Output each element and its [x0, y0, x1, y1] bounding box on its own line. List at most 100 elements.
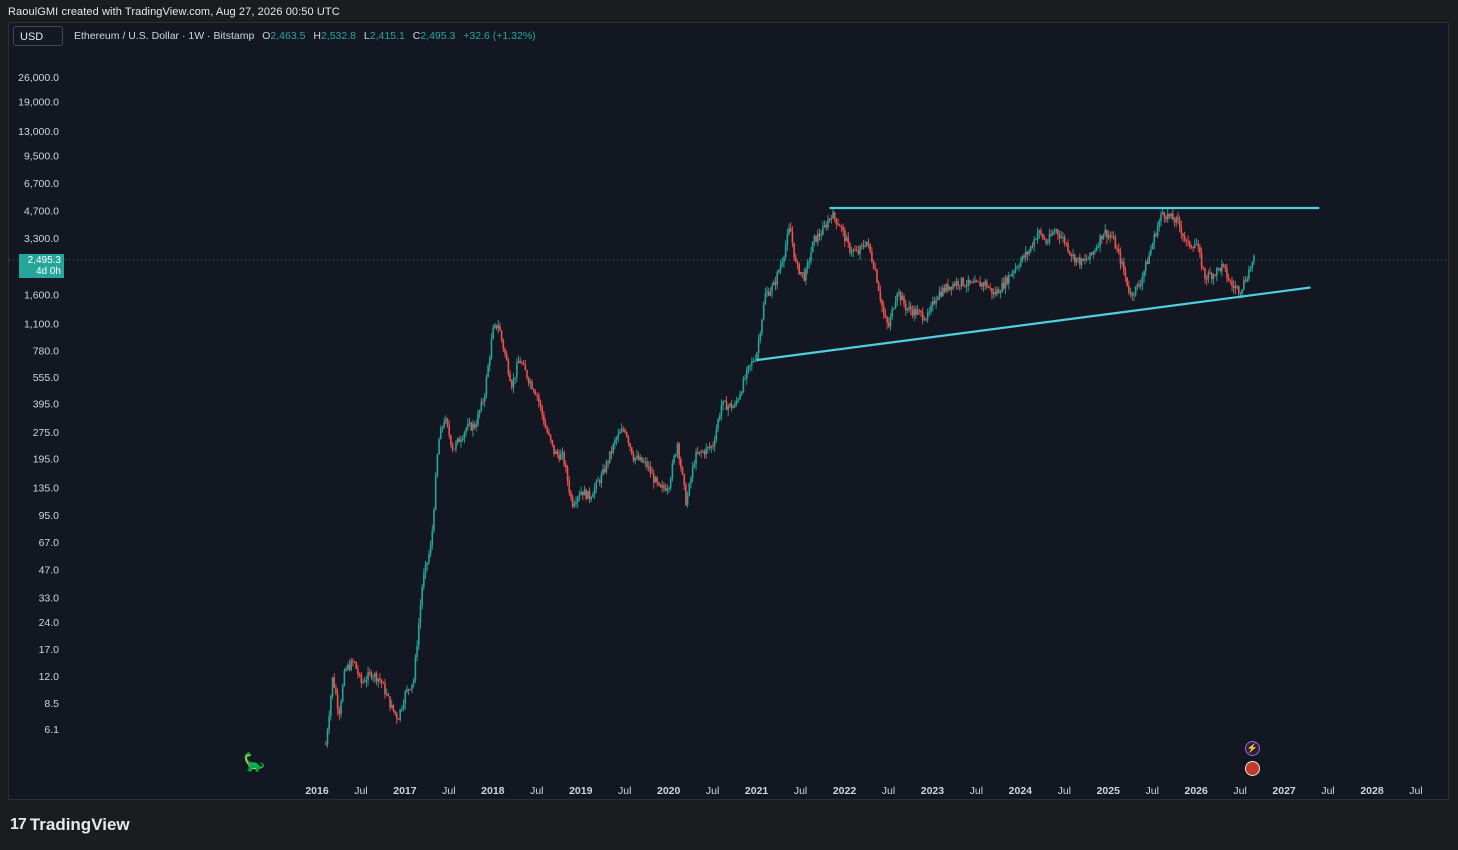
candle-body-up	[666, 488, 669, 491]
candle-body-up	[967, 279, 970, 286]
candle-body-up	[465, 428, 467, 433]
candle-body-up	[960, 277, 963, 286]
price-axis[interactable]: 26,000.0 19,000.0 13,000.0 9,500.0 6,700.0 4,…	[18, 72, 59, 736]
candle-body-down	[887, 322, 890, 327]
time-axis[interactable]: 2016 Jul 2017 Jul 2018 Jul 2019 Jul 2020 Jul 2021 J…	[305, 785, 1422, 797]
candle-body-up	[891, 309, 893, 317]
dino-mascot-icon[interactable]: 🦕	[243, 752, 266, 772]
candle-body-up	[488, 357, 491, 366]
candle-body-up	[1019, 260, 1022, 267]
candle-body-down	[324, 744, 327, 746]
price-tick-label: 24.0	[39, 617, 60, 629]
candle-body-down	[568, 480, 571, 493]
candle-body-up	[639, 457, 642, 460]
candle-body-up	[823, 224, 826, 227]
candle-body-down	[815, 235, 817, 242]
open-label: O	[262, 30, 271, 42]
candle-body-down	[795, 257, 797, 262]
candle-body-down	[849, 243, 851, 253]
candle-body-down	[874, 268, 877, 270]
brand-name: TradingView	[29, 815, 130, 834]
candle-body-up	[1053, 231, 1056, 233]
candle-body-up	[992, 292, 995, 295]
candle-body-down	[1182, 233, 1184, 237]
candle-body-up	[605, 461, 608, 472]
time-tick-label: 2021	[745, 785, 769, 797]
time-tick-label: 2019	[569, 785, 593, 797]
candle-body-down	[368, 672, 371, 673]
currency-button[interactable]: USD	[13, 26, 63, 46]
candle-body-down	[1026, 251, 1029, 255]
candle-body-up	[636, 455, 638, 458]
candle-body-up	[1072, 254, 1074, 257]
candle-body-down	[904, 303, 907, 311]
candle-body-down	[379, 678, 381, 680]
candle-body-down	[872, 261, 875, 269]
candle-body-up	[1046, 242, 1049, 244]
candle-body-down	[1232, 285, 1235, 288]
candle-body-down	[607, 461, 609, 463]
candle-body-up	[587, 490, 589, 499]
candle-body-up	[773, 282, 775, 286]
candle-body-up	[561, 452, 564, 454]
candle-body-down	[353, 661, 356, 663]
candle-body-down	[1199, 246, 1201, 253]
candle-body-up	[399, 709, 401, 720]
candle-body-down	[1079, 257, 1081, 266]
price-chart[interactable]: 26,000.0 19,000.0 13,000.0 9,500.0 6,700.0 4,…	[9, 23, 1449, 800]
candle-body-down	[551, 440, 554, 445]
symbol-description[interactable]: Ethereum / U.S. Dollar · 1W · Bitstamp	[74, 30, 255, 42]
support-trendline[interactable]	[756, 286, 1311, 362]
candle-body-down	[360, 674, 363, 683]
us-flag-event-icon[interactable]	[1245, 761, 1260, 776]
price-tick-label: 780.0	[33, 346, 59, 358]
candle-body-up	[1087, 258, 1090, 260]
candle-body-up	[494, 324, 496, 328]
candle-body-down	[389, 696, 391, 708]
candle-body-down	[796, 261, 799, 264]
candle-body-down	[1237, 286, 1240, 294]
candle-body-up	[1215, 268, 1218, 276]
candle-body-up	[428, 554, 430, 563]
candle-body-up	[1013, 271, 1015, 273]
candle-body-down	[527, 378, 530, 384]
price-tick-label: 1,600.0	[24, 290, 59, 302]
candle-body-down	[581, 491, 584, 496]
candle-body-up	[1175, 217, 1178, 223]
candle-body-down	[1126, 277, 1128, 286]
candle-body-up	[942, 287, 944, 297]
candle-body-down	[458, 438, 461, 442]
candle-body-up	[1136, 284, 1139, 287]
candle-body-up	[788, 228, 790, 235]
candle-body-down	[544, 423, 547, 429]
lightning-event-icon[interactable]: ⚡	[1245, 741, 1260, 756]
candle-body-down	[1197, 243, 1199, 247]
candle-body-down	[989, 287, 992, 289]
candle-body-up	[346, 664, 349, 669]
candle-body-down	[448, 425, 451, 436]
candle-body-up	[423, 573, 425, 587]
candle-body-down	[1128, 285, 1130, 293]
candle-body-down	[1123, 261, 1125, 272]
candle-body-down	[1244, 280, 1247, 282]
candle-body-up	[739, 394, 741, 400]
candle-body-up	[1134, 286, 1137, 295]
candle-body-down	[982, 282, 985, 286]
candle-body-down	[881, 299, 883, 306]
candle-body-up	[850, 252, 853, 253]
candle-body-up	[828, 218, 831, 221]
price-tick-label: 135.0	[33, 482, 59, 494]
trendlines[interactable]	[756, 206, 1320, 362]
price-tick-label: 4,700.0	[24, 205, 59, 217]
candle-body-down	[382, 683, 385, 684]
candle-body-up	[1195, 243, 1198, 245]
candle-body-up	[1080, 258, 1083, 266]
candle-body-up	[784, 245, 787, 258]
candle-body-down	[1002, 282, 1005, 289]
change-value: +32.6 (+1.32%)	[463, 30, 536, 42]
candle-body-up	[615, 437, 618, 441]
candle-body-down	[957, 280, 959, 286]
candle-body-down	[392, 704, 395, 711]
chart-panel[interactable]: USD Ethereum / U.S. Dollar · 1W · Bitsta…	[8, 22, 1449, 800]
candle-body-up	[732, 406, 735, 409]
